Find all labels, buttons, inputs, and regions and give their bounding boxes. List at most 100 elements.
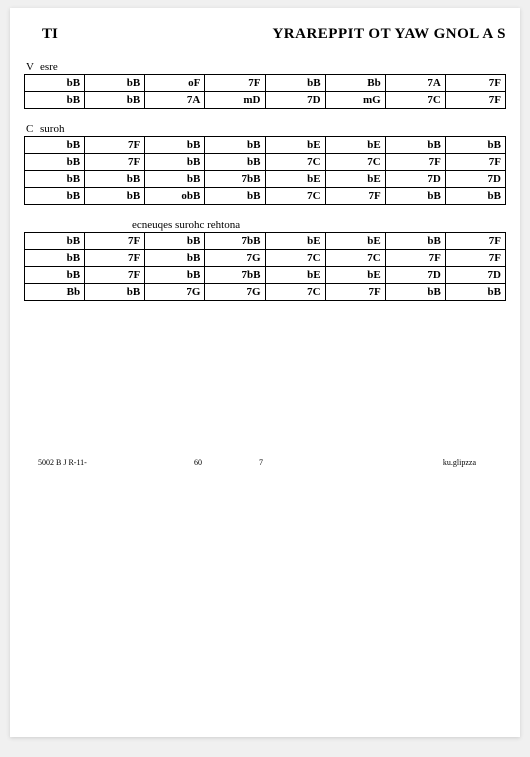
chord-cell: mD — [205, 92, 265, 109]
chord-cell: bB — [85, 75, 145, 92]
chord-cell: 7bB — [205, 233, 265, 250]
section-label: Vesre — [26, 61, 506, 73]
chord-table: bBbBoF7FbBBb7A7FbBbB7AmD7DmG7C7F — [24, 74, 506, 109]
chord-table: bB7FbBbBbEbEbBbBbB7FbBbB7C7C7F7FbBbBbB7b… — [24, 136, 506, 205]
chord-cell: bE — [325, 171, 385, 188]
chord-cell: 7bB — [205, 171, 265, 188]
section-label-rest: esre — [40, 61, 58, 73]
chord-cell: bB — [85, 92, 145, 109]
chord-cell: bB — [445, 188, 505, 205]
chord-cell: bB — [445, 284, 505, 301]
section-label-rest: suroh — [40, 123, 64, 135]
chord-cell: bB — [145, 171, 205, 188]
chord-cell: 7D — [445, 171, 505, 188]
chord-cell: bB — [25, 188, 85, 205]
chord-cell: bB — [205, 154, 265, 171]
chord-cell: bB — [445, 137, 505, 154]
chord-cell: 7F — [445, 75, 505, 92]
chord-cell: bE — [325, 233, 385, 250]
chord-cell: 7F — [325, 284, 385, 301]
chord-cell: Bb — [25, 284, 85, 301]
chord-cell: bB — [205, 137, 265, 154]
chord-cell: bB — [25, 267, 85, 284]
chord-cell: obB — [145, 188, 205, 205]
chord-cell: bB — [85, 171, 145, 188]
chord-cell: bB — [25, 250, 85, 267]
chord-cell: 7bB — [205, 267, 265, 284]
chord-cell: 7D — [385, 171, 445, 188]
chord-cell: bB — [385, 188, 445, 205]
table-row: bBbBbB7bBbEbE7D7D — [25, 171, 506, 188]
section-label: Csuroh — [26, 123, 506, 135]
chord-cell: 7C — [265, 188, 325, 205]
chord-cell: bB — [25, 75, 85, 92]
chord-cell: 7D — [265, 92, 325, 109]
footer-left: 5002 B J R-11- — [38, 458, 87, 467]
chord-cell: 7F — [385, 250, 445, 267]
chord-cell: 7C — [265, 250, 325, 267]
chord-cell: 7C — [265, 154, 325, 171]
chord-cell: bB — [145, 250, 205, 267]
chord-cell: bB — [265, 75, 325, 92]
chord-cell: 7F — [325, 188, 385, 205]
title-right: YRAREPPIT OT YAW GNOL A S — [272, 26, 506, 43]
table-row: bBbB7AmD7DmG7C7F — [25, 92, 506, 109]
chord-cell: 7C — [265, 284, 325, 301]
table-row: bB7FbB7G7C7C7F7F — [25, 250, 506, 267]
chord-cell: bB — [25, 137, 85, 154]
chord-cell: bE — [325, 137, 385, 154]
chord-cell: 7G — [145, 284, 205, 301]
chord-cell: mG — [325, 92, 385, 109]
table-row: bB7FbB7bBbEbE7D7D — [25, 267, 506, 284]
chord-cell: bE — [325, 267, 385, 284]
chord-cell: 7F — [445, 233, 505, 250]
chord-cell: bB — [385, 284, 445, 301]
chord-cell: bB — [25, 233, 85, 250]
table-row: bB7FbBbB7C7C7F7F — [25, 154, 506, 171]
chord-cell: bB — [25, 92, 85, 109]
chord-cell: 7F — [85, 154, 145, 171]
table-row: bBbBoF7FbBBb7A7F — [25, 75, 506, 92]
header: TI YRAREPPIT OT YAW GNOL A S — [24, 26, 506, 43]
chord-cell: oF — [145, 75, 205, 92]
chord-cell: 7C — [385, 92, 445, 109]
chord-cell: 7F — [445, 250, 505, 267]
chord-cell: 7D — [385, 267, 445, 284]
table-row: bBbBobBbB7C7FbBbB — [25, 188, 506, 205]
footer: 5002 B J R-11- 60 7 ku.glipzza — [24, 458, 506, 467]
footer-mid2: 7 — [259, 458, 263, 467]
chord-cell: 7F — [385, 154, 445, 171]
chord-cell: bB — [145, 233, 205, 250]
section-label-lead: C — [26, 123, 40, 135]
chord-cell: bB — [85, 188, 145, 205]
chord-cell: 7F — [85, 137, 145, 154]
sequence-label: ecneuqes surohc rehtona — [132, 219, 506, 231]
footer-mid1: 60 — [194, 458, 202, 467]
chord-cell: 7D — [445, 267, 505, 284]
chord-cell: 7F — [205, 75, 265, 92]
table-row: bB7FbB7bBbEbEbB7F — [25, 233, 506, 250]
chord-cell: bB — [145, 154, 205, 171]
chord-cell: bE — [265, 171, 325, 188]
footer-right: ku.glipzza — [443, 458, 476, 467]
title-left: TI — [42, 26, 58, 43]
chord-cell: bE — [265, 233, 325, 250]
section-label-lead: V — [26, 61, 40, 73]
table-row: BbbB7G7G7C7FbBbB — [25, 284, 506, 301]
chord-cell: 7A — [145, 92, 205, 109]
chord-cell: 7G — [205, 284, 265, 301]
chord-cell: Bb — [325, 75, 385, 92]
chord-cell: 7A — [385, 75, 445, 92]
sequence-table: bB7FbB7bBbEbEbB7FbB7FbB7G7C7C7F7FbB7FbB7… — [24, 232, 506, 301]
chord-cell: bB — [205, 188, 265, 205]
chord-cell: bB — [25, 171, 85, 188]
chord-cell: bB — [385, 137, 445, 154]
chord-cell: 7C — [325, 154, 385, 171]
chord-cell: 7F — [85, 250, 145, 267]
chord-cell: bB — [85, 284, 145, 301]
chord-cell: 7F — [85, 233, 145, 250]
chord-cell: 7F — [85, 267, 145, 284]
chord-cell: 7G — [205, 250, 265, 267]
chord-cell: bB — [145, 137, 205, 154]
chord-cell: bE — [265, 137, 325, 154]
